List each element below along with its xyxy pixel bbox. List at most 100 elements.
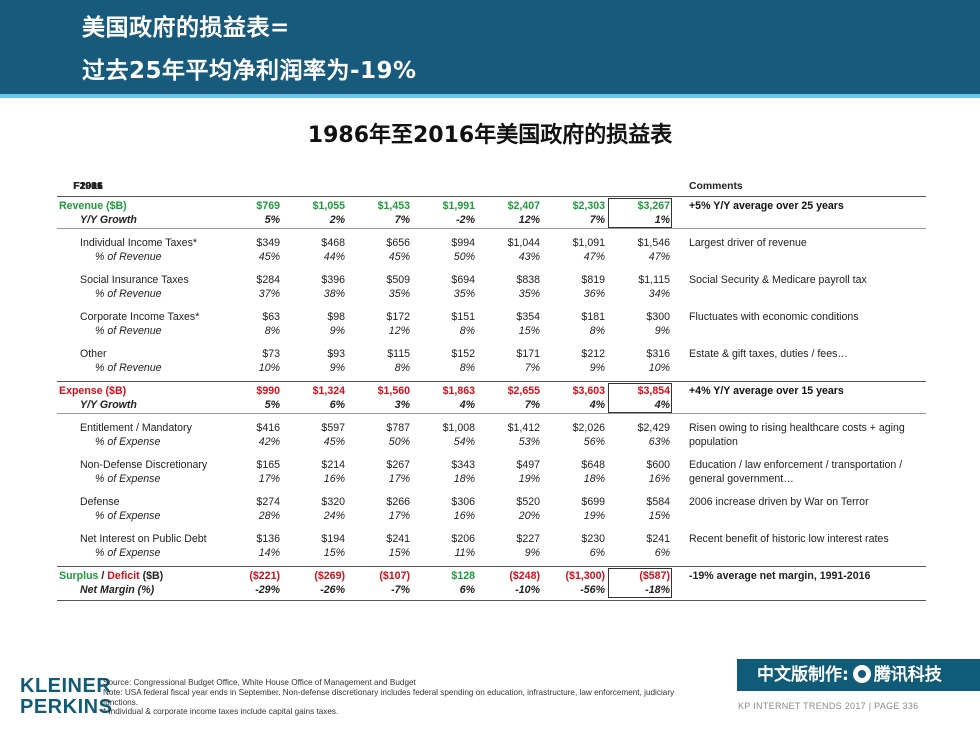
surplus-2016-box: [608, 568, 672, 598]
column-header: F2016: [73, 181, 103, 192]
line-item-comment: 2006 increase driven by War on Terror: [689, 496, 869, 508]
line-item-value: $416: [256, 422, 280, 434]
share-value: 36%: [583, 288, 605, 300]
share-label: % of Expense: [95, 510, 161, 522]
line-item-value: $300: [646, 311, 670, 323]
line-item-comment: Estate & gift taxes, duties / fees…: [689, 348, 848, 360]
share-value: 54%: [453, 436, 475, 448]
line-item-value: $241: [646, 533, 670, 545]
revenue-value: $1,453: [377, 200, 410, 212]
fiscal-note: Note: USA federal fiscal year ends in Se…: [103, 687, 675, 707]
expense-value: $2,655: [507, 385, 540, 397]
line-item-value: $115: [387, 348, 410, 360]
surplus-value: ($221): [249, 570, 280, 582]
source-note: Source: Congressional Budget Office, Whi…: [103, 678, 416, 687]
line-item-value: $349: [256, 237, 280, 249]
line-item-comment: Largest driver of revenue: [689, 237, 807, 249]
growth-value: -2%: [456, 214, 475, 226]
kleiner-perkins-logo: KLEINER PERKINS: [20, 676, 112, 718]
line-item-label: Corporate Income Taxes*: [80, 311, 200, 323]
revenue-value: $3,267: [637, 200, 670, 212]
share-label: % of Revenue: [95, 251, 162, 263]
share-value: 37%: [258, 288, 280, 300]
line-item-comment: Fluctuates with economic conditions: [689, 311, 859, 323]
share-value: 8%: [394, 362, 410, 374]
share-value: 6%: [654, 547, 670, 559]
chinese-version-badge: 中文版制作: 腾讯科技: [737, 659, 980, 691]
net-margin-value: -26%: [320, 584, 345, 596]
growth-value: 4%: [459, 399, 475, 411]
line-item-value: $396: [321, 274, 345, 286]
table-row: Other $73 $93 $115 $152 $171 $212 $316 E…: [57, 347, 926, 361]
line-item-value: $354: [516, 311, 540, 323]
expense-label: Expense ($B): [59, 385, 127, 397]
revenue-value: $1,991: [442, 200, 475, 212]
table-row: Non-Defense Discretionary $165 $214 $267…: [57, 458, 926, 485]
table-row: % of Revenue 37% 38% 35% 35% 35% 36% 34%: [57, 287, 926, 301]
expense-value: $1,863: [442, 385, 475, 397]
table-row: Defense $274 $320 $266 $306 $520 $699 $5…: [57, 495, 926, 509]
deficit-word: Deficit: [107, 570, 140, 582]
table-row: Net Interest on Public Debt $136 $194 $2…: [57, 532, 926, 546]
logo-line2: PERKINS: [20, 696, 113, 718]
revenue-value: $2,407: [507, 200, 540, 212]
expense-2016-box: [608, 383, 672, 413]
surplus-value: ($107): [379, 570, 410, 582]
table-row: % of Expense 14% 15% 15% 11% 9% 6% 6%: [57, 546, 926, 560]
line-item-value: $648: [581, 459, 605, 471]
badge-text: 中文版制作:: [757, 665, 849, 685]
column-header: F2006: [73, 181, 103, 192]
line-item-value: $1,412: [507, 422, 540, 434]
share-value: 44%: [323, 251, 345, 263]
line-item-value: $343: [451, 459, 475, 471]
share-value: 45%: [323, 436, 345, 448]
share-value: 47%: [648, 251, 670, 263]
growth-value: 4%: [654, 399, 670, 411]
share-value: 16%: [453, 510, 475, 522]
share-value: 45%: [258, 251, 280, 263]
line-item-value: $1,091: [572, 237, 605, 249]
net-margin-value: -10%: [515, 584, 540, 596]
table-row: % of Revenue 45% 44% 45% 50% 43% 47% 47%: [57, 250, 926, 264]
table-row: Social Insurance Taxes $284 $396 $509 $6…: [57, 273, 926, 287]
income-statement-table: F1986 F1991 F1996 F2001 F2006 F2011 F201…: [57, 180, 926, 603]
share-value: 28%: [258, 510, 280, 522]
share-value: 56%: [583, 436, 605, 448]
table-row: % of Expense 42% 45% 50% 54% 53% 56% 63%: [57, 435, 926, 449]
share-value: 35%: [518, 288, 540, 300]
line-item-value: $694: [451, 274, 475, 286]
line-item-value: $787: [386, 422, 410, 434]
line-item-label: Other: [80, 348, 107, 360]
surplus-value: ($1,300): [565, 570, 605, 582]
line-item-value: $520: [516, 496, 540, 508]
share-value: 47%: [583, 251, 605, 263]
share-value: 35%: [453, 288, 475, 300]
share-value: 8%: [589, 325, 605, 337]
tax-note: * Individual & corporate income taxes in…: [103, 707, 339, 717]
revenue-value: $1,055: [312, 200, 345, 212]
table-row: % of Expense 17% 16% 17% 18% 19% 18% 16%: [57, 472, 926, 486]
line-item-value: $151: [451, 311, 475, 323]
line-item-value: $597: [321, 422, 345, 434]
line-item-value: $497: [516, 459, 540, 471]
share-value: 12%: [388, 325, 410, 337]
net-margin-value: -18%: [645, 584, 670, 596]
line-item-label: Social Insurance Taxes: [80, 274, 189, 286]
share-value: 15%: [388, 547, 410, 559]
share-value: 38%: [323, 288, 345, 300]
line-item-value: $266: [386, 496, 410, 508]
revenue-label: Revenue ($B): [59, 200, 127, 212]
line-item-value: $172: [386, 311, 410, 323]
line-item-value: $320: [321, 496, 345, 508]
share-value: 53%: [518, 436, 540, 448]
line-item-comment: Risen owing to rising healthcare costs +…: [689, 422, 905, 448]
column-header: F2001: [73, 181, 103, 192]
line-item-value: $656: [386, 237, 410, 249]
banner-title-line2: 过去25年平均净利润率为-19%: [82, 58, 417, 84]
share-value: 9%: [329, 362, 345, 374]
line-item-value: $212: [581, 348, 605, 360]
net-margin-label: Net Margin (%): [80, 584, 155, 596]
line-item-value: $1,044: [507, 237, 540, 249]
line-item-value: $206: [451, 533, 475, 545]
header-row: F1986 F1991 F1996 F2001 F2006 F2011 F201…: [57, 180, 926, 195]
